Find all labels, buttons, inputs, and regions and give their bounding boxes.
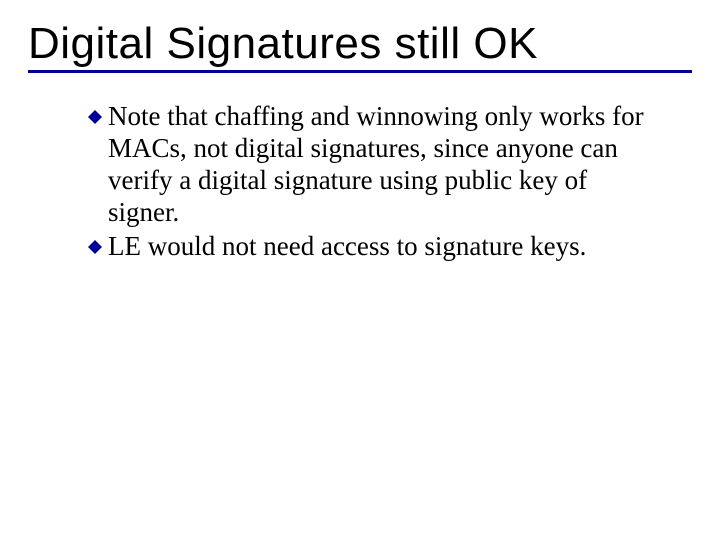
list-item: LE would not need access to signature ke… [88,231,662,263]
slide-title: Digital Signatures still OK [28,20,692,68]
title-underline [28,70,692,73]
diamond-bullet-icon [88,240,102,254]
bullet-text: Note that chaffing and winnowing only wo… [108,101,662,228]
slide-body: Note that chaffing and winnowing only wo… [28,101,692,262]
list-item: Note that chaffing and winnowing only wo… [88,101,662,228]
slide: Digital Signatures still OK Note that ch… [0,0,720,540]
diamond-bullet-icon [88,110,102,124]
bullet-text: LE would not need access to signature ke… [108,231,586,263]
